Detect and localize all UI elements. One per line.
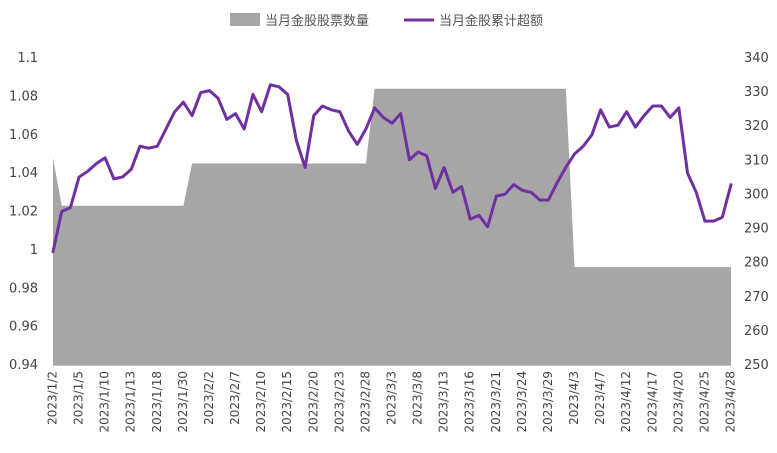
right-axis-tick-label: 330 — [744, 85, 769, 100]
left-axis-tick-label: 1.02 — [9, 205, 38, 220]
x-axis-tick-label: 2023/1/5 — [72, 371, 86, 425]
left-axis-tick-label: 1.04 — [9, 166, 38, 181]
right-axis-tick-label: 260 — [744, 324, 769, 339]
right-axis-tick-label: 310 — [744, 153, 769, 168]
left-axis-tick-label: 0.94 — [9, 358, 38, 373]
x-axis-tick-label: 2023/4/17 — [645, 371, 659, 433]
legend-swatch-area — [230, 13, 260, 26]
right-axis-tick-label: 300 — [744, 187, 769, 202]
left-axis-tick-label: 1 — [30, 243, 38, 258]
left-axis-tick-label: 0.98 — [9, 281, 38, 296]
x-axis-tick-label: 2023/4/28 — [724, 371, 738, 433]
legend-label: 当月金股股票数量 — [265, 13, 369, 29]
x-axis-tick-label: 2023/3/8 — [411, 371, 425, 425]
x-axis-tick-label: 2023/2/10 — [254, 371, 268, 433]
area-series-layer — [53, 88, 731, 365]
right-axis-tick-label: 280 — [744, 256, 769, 271]
x-axis-tick-label: 2023/1/18 — [150, 371, 164, 433]
x-axis-tick-label: 2023/1/30 — [176, 371, 190, 433]
right-axis-tick-label: 270 — [744, 290, 769, 305]
x-axis-tick-label: 2023/2/15 — [280, 371, 294, 433]
x-axis-tick-label: 2023/3/24 — [515, 371, 529, 433]
left-axis-tick-label: 1.06 — [9, 128, 38, 143]
legend-label: 当月金股累计超额 — [439, 13, 543, 29]
right-axis-tick-label: 320 — [744, 119, 769, 134]
x-axis-tick-label: 2023/4/20 — [671, 371, 685, 433]
legend: 当月金股股票数量 当月金股累计超额 — [230, 13, 543, 29]
x-axis-tick-label: 2023/2/23 — [332, 371, 346, 433]
left-axis-tick-label: 1.08 — [9, 89, 38, 104]
x-axis-tick-label: 2023/3/3 — [385, 371, 399, 425]
x-axis-tick-label: 2023/2/2 — [202, 371, 216, 425]
line-series-cumulative-excess — [51, 83, 733, 254]
right-axis-tick-label: 340 — [744, 51, 769, 66]
area-series-stock-count — [53, 88, 731, 365]
x-axis-tick-label: 2023/4/3 — [567, 371, 581, 425]
x-axis-tick-label: 2023/1/10 — [98, 371, 112, 433]
x-axis-tick-label: 2023/3/21 — [489, 371, 503, 433]
x-axis-tick-label: 2023/3/29 — [541, 371, 555, 433]
x-axis-tick-label: 2023/3/16 — [463, 371, 477, 433]
x-axis-tick-label: 2023/1/13 — [124, 371, 138, 433]
x-axis-tick-label: 2023/2/7 — [228, 371, 242, 425]
x-axis-tick-label: 2023/1/2 — [46, 371, 60, 425]
left-axis-tick-label: 1.1 — [17, 51, 38, 66]
left-axis-tick-label: 0.96 — [9, 320, 38, 335]
x-axis-tick-label: 2023/2/20 — [306, 371, 320, 433]
x-axis-tick-label: 2023/4/12 — [619, 371, 633, 433]
axes: 0.94 0.96 0.98 1 1.02 1.04 1.06 1.08 1.1 250 260 27… — [9, 51, 769, 433]
x-axis-tick-label: 2023/4/7 — [593, 371, 607, 425]
right-axis-tick-label: 250 — [744, 358, 769, 373]
x-axis-tick-label: 2023/4/25 — [697, 371, 711, 433]
x-axis-tick-label: 2023/2/28 — [358, 371, 372, 433]
line-series-layer — [51, 83, 733, 254]
x-axis-tick-label: 2023/3/13 — [437, 371, 451, 433]
right-axis-tick-label: 290 — [744, 222, 769, 237]
